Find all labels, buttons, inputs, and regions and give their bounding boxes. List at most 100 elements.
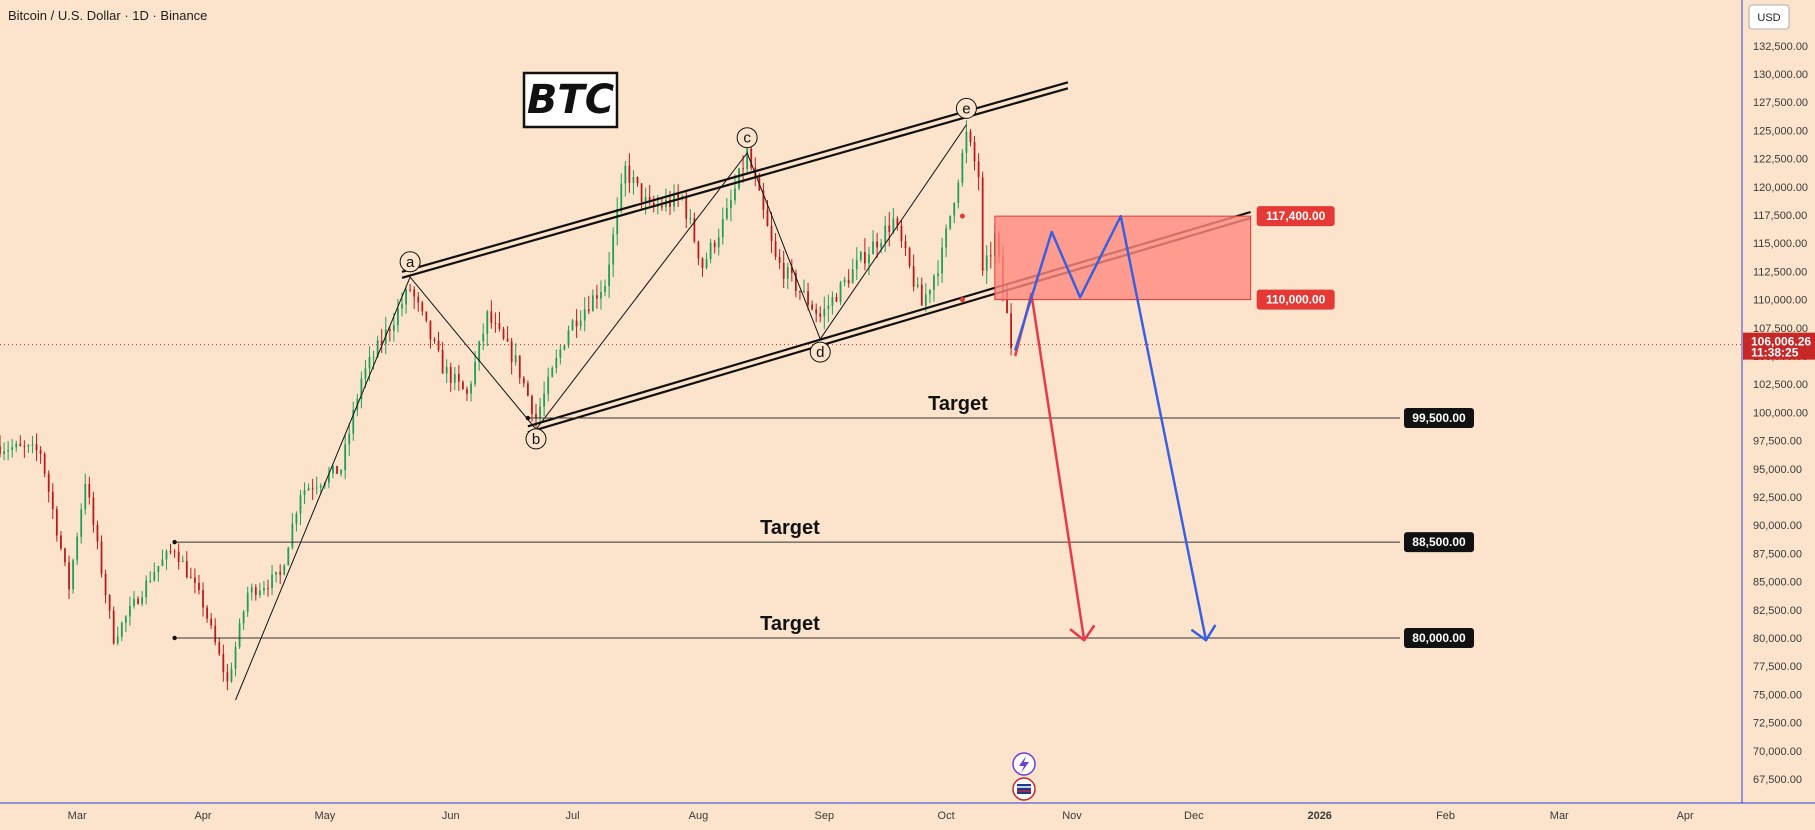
candle-body [409,289,412,291]
candle-body [750,148,753,168]
candle-body [279,571,282,575]
candle-body [250,587,253,593]
candle-body [0,446,1,454]
x-tick-label: Nov [1062,810,1082,822]
candle-body [112,610,115,644]
candle-body [616,209,619,235]
zone-top-badge-text: 117,400.00 [1266,209,1326,223]
wave-label-circle-e [955,97,977,119]
y-tick-label: 67,500.00 [1753,774,1802,786]
candle-body [981,177,984,271]
target-line-anchor-0 [525,415,531,421]
wave-label-c: c [743,130,751,147]
candle-body [539,406,541,419]
candle-body [60,535,62,549]
target-line-anchor-2 [172,635,177,641]
price-axis-panel [1742,0,1815,803]
target-badge-2 [1404,628,1474,648]
candle-body [433,339,436,341]
candle-body [563,345,566,350]
zone-top-anchor [959,213,965,219]
candle-body [84,484,87,510]
candle-body [3,451,5,454]
x-tick-label: Mar [1550,810,1569,822]
target-label-2: Target [760,613,820,635]
candle-body [778,256,781,263]
candle-body [55,509,58,536]
target-label-0: Target [928,393,988,415]
candle-body [815,309,818,314]
candle-body [510,341,513,363]
candle-body [660,205,663,208]
candle-body [283,565,286,575]
currency-button[interactable] [1748,4,1790,30]
candle-body [547,376,550,394]
candle-body [336,465,338,474]
candle-body [340,470,342,474]
zone-bottom-badge [1256,289,1335,310]
y-tick-label: 100,000.00 [1753,407,1808,419]
zone-top-badge [1256,206,1335,227]
candle-body [295,513,298,524]
zone-bottom-badge-text: 110,000.00 [1266,293,1326,307]
candle-body [575,320,578,327]
candle-body [596,295,598,299]
candle-body [762,190,765,210]
candle-body [701,258,704,268]
candle-body [133,598,135,606]
y-tick-label: 80,000.00 [1753,633,1802,645]
candle-body [352,409,355,434]
candle-body [96,524,99,542]
candle-body [141,597,144,604]
candle-body [27,445,30,447]
y-tick-label: 87,500.00 [1753,548,1802,560]
candle-body [202,590,204,608]
candle-body [632,177,635,183]
candle-body [360,378,363,400]
y-tick-label: 125,000.00 [1753,125,1808,137]
candle-body [884,225,887,243]
candle-body [908,248,911,267]
x-tick-label: Sep [815,810,835,822]
candle-body [851,269,854,284]
candle-body [591,295,594,312]
candle-body [348,433,351,445]
candle-body [437,340,440,351]
y-tick-label: 95,000.00 [1753,464,1802,476]
y-tick-label: 120,000.00 [1753,182,1808,194]
candle-body [709,242,712,260]
candle-body [218,642,221,655]
candle-body [368,357,371,369]
candle-body [397,308,399,326]
candle-body [76,536,79,561]
candle-body [214,625,217,643]
candle-body [669,199,671,207]
title-box [522,71,619,129]
candle-body [535,413,537,419]
candle-body [92,497,95,525]
candle-body [441,350,444,374]
candle-body [429,320,432,340]
candle-body [953,202,956,216]
candle-body [287,547,290,566]
candle-body [153,572,156,581]
candle-body [774,241,777,257]
candle-body [839,282,842,302]
candle-body [275,571,278,575]
y-tick-label: 117,500.00 [1753,210,1807,222]
candle-body [39,450,42,454]
y-tick-label: 122,500.00 [1753,154,1808,166]
candle-body [11,447,14,450]
wave-path [235,124,967,701]
candle-body [823,308,826,317]
candle-body [401,304,403,309]
candle-body [579,320,582,327]
candle-body [149,580,152,582]
candle-body [969,131,972,143]
candle-body [494,322,497,324]
candle-body [15,443,18,448]
candle-body [551,367,554,377]
candle-body [206,607,208,619]
candle-body [72,560,74,590]
